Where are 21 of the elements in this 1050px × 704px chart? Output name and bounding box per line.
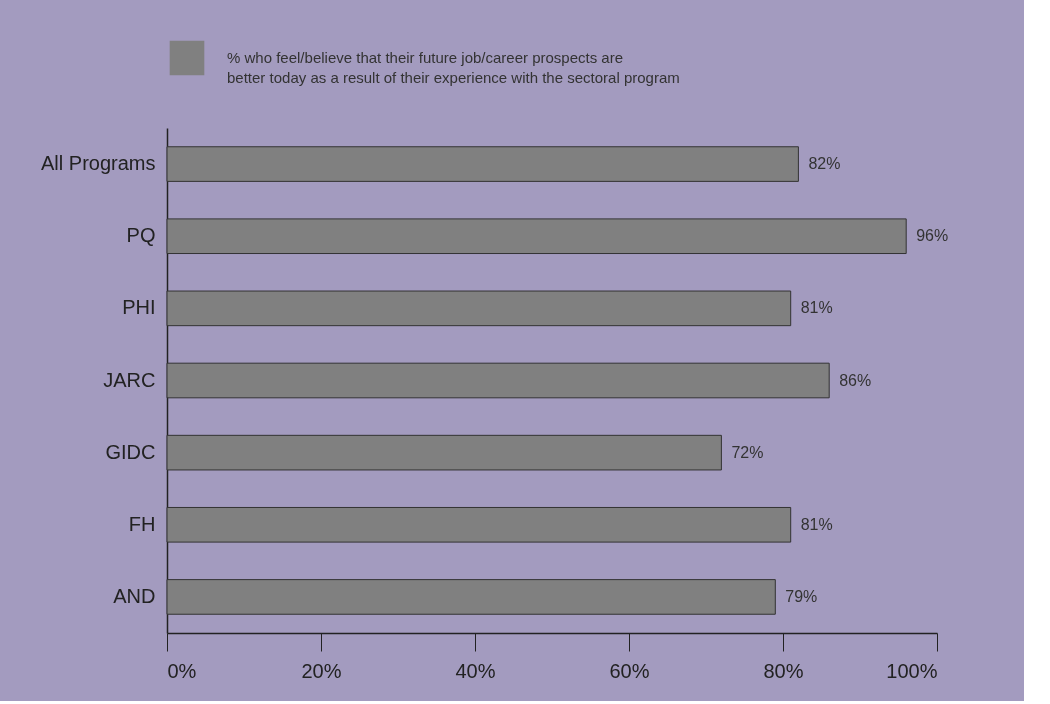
data-label: 79%: [785, 587, 818, 605]
y-tick-label: PQ: [126, 224, 156, 247]
y-tick-label: GIDC: [105, 440, 156, 463]
x-tick-label: 100%: [886, 659, 938, 682]
x-tick-label: 60%: [609, 659, 650, 682]
x-tick-label: 40%: [455, 659, 496, 682]
y-tick-label: JARC: [103, 368, 156, 391]
legend-label: % who feel/believe that their future job/career prospects are better today as a result of their experience with the sectoral program: [227, 49, 680, 86]
x-tick-label: 80%: [763, 659, 804, 682]
data-label: 72%: [731, 443, 764, 461]
x-tick-label: 20%: [301, 659, 342, 682]
y-tick-label: FH: [128, 512, 156, 535]
x-tick-label: 0%: [167, 659, 197, 682]
data-label: 96%: [916, 227, 949, 245]
data-label: 86%: [839, 371, 872, 389]
data-label: 82%: [808, 155, 841, 173]
y-tick-label: All Programs: [41, 152, 156, 175]
y-tick-label: AND: [113, 584, 156, 607]
data-label: 81%: [800, 515, 833, 533]
y-tick-label: PHI: [122, 296, 156, 319]
data-label: 81%: [800, 299, 833, 317]
